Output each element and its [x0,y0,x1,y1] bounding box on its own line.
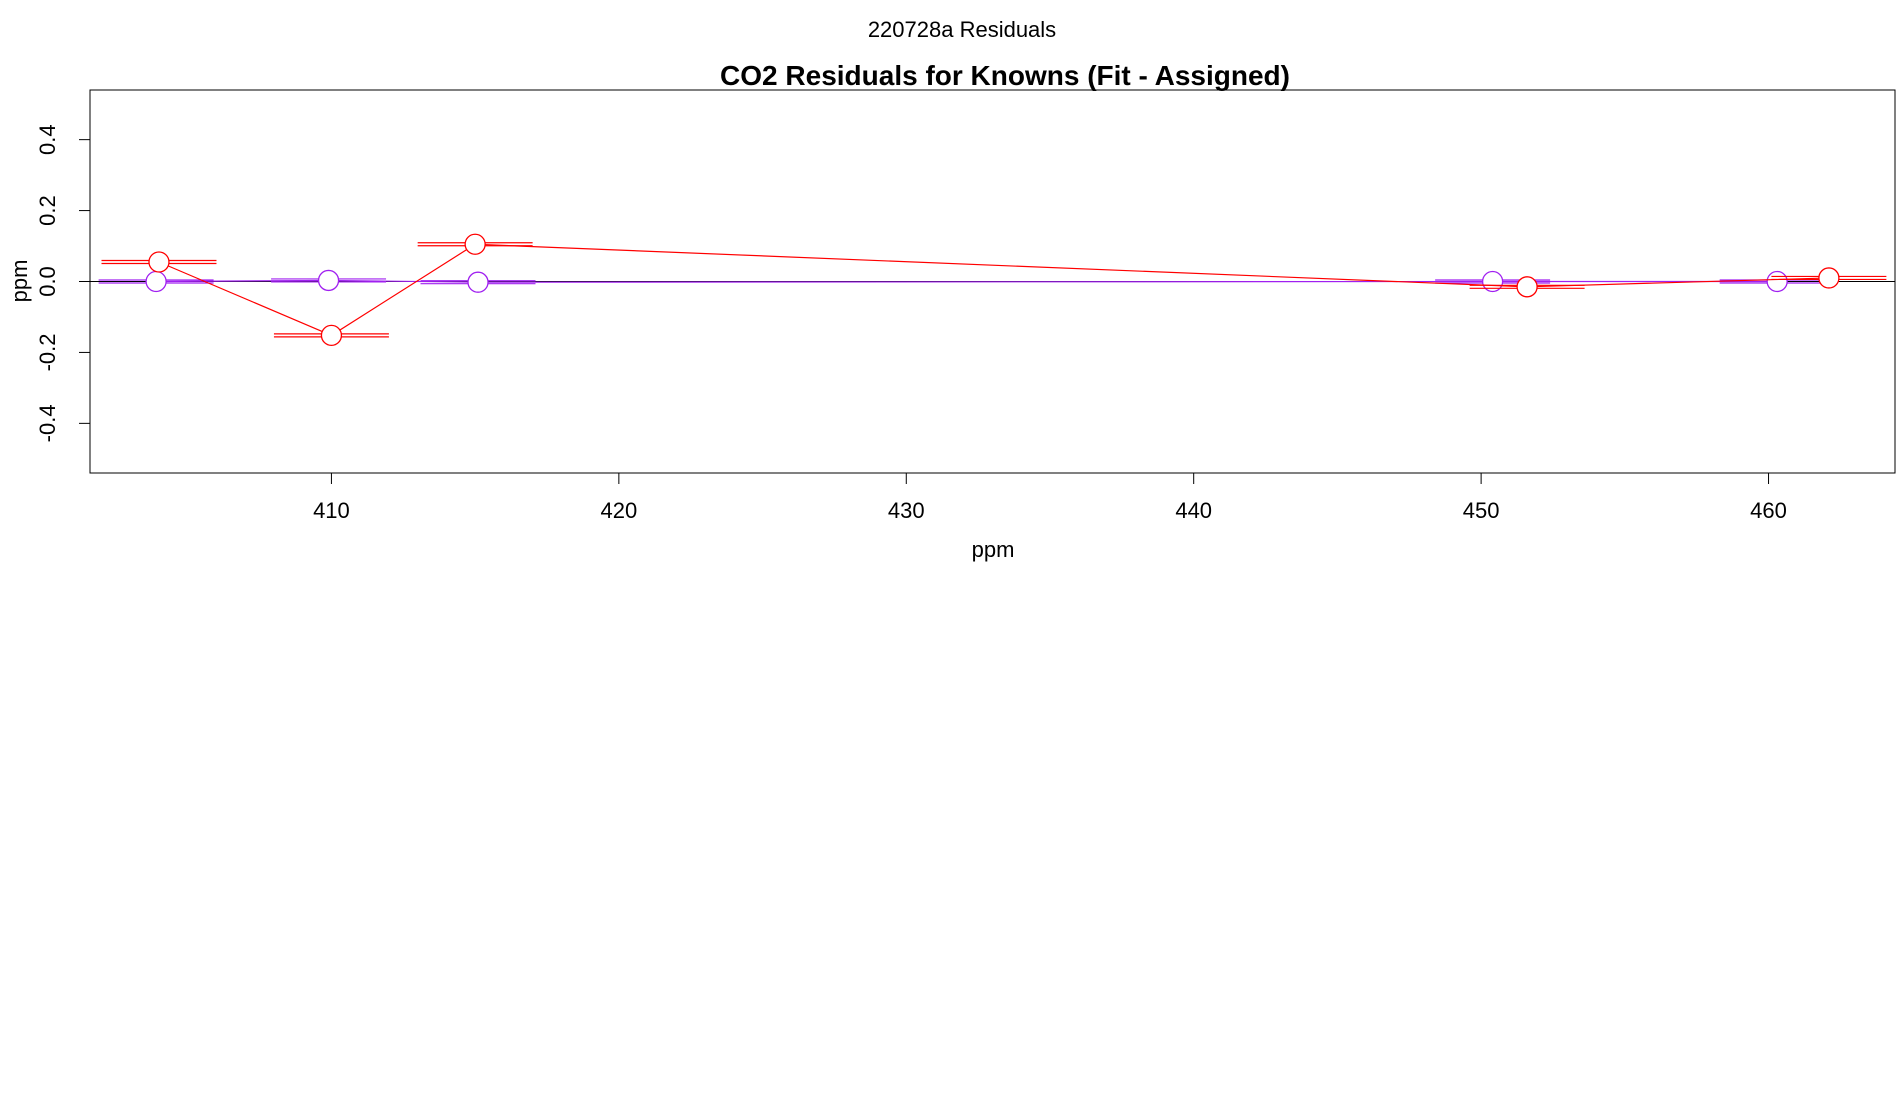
data-point [1818,267,1840,289]
series-layer [98,233,1887,347]
data-point [1516,276,1538,298]
series-0 [101,233,1887,347]
y-tick-label: -0.4 [35,404,60,442]
data-point [145,270,167,293]
x-axis-label: ppm [972,537,1015,562]
y-axis-label: ppm [7,260,32,303]
data-point [1766,270,1788,293]
data-point [320,324,343,347]
x-axis: 410 420 430 440 450 460 [313,472,1787,523]
y-tick-label: -0.2 [35,333,60,371]
y-tick-label: 0.4 [35,124,60,155]
page-heading: 220728a Residuals [868,17,1056,42]
series-1 [98,269,1835,293]
data-point [464,233,486,255]
data-point [467,271,489,293]
y-tick-label: 0.2 [35,195,60,226]
x-tick-label: 420 [600,498,637,523]
x-tick-label: 450 [1463,498,1500,523]
x-tick-label: 460 [1750,498,1787,523]
y-axis: -0.4 -0.2 0.0 0.2 0.4 [35,124,91,442]
x-tick-label: 430 [888,498,925,523]
y-tick-label: 0.0 [35,266,60,297]
x-tick-label: 410 [313,498,350,523]
data-point [148,251,170,273]
data-point [317,269,340,292]
x-tick-label: 440 [1175,498,1212,523]
series-line [158,243,1829,337]
data-point [1481,270,1504,293]
chart-title: CO2 Residuals for Knowns (Fit - Assigned… [720,60,1290,91]
